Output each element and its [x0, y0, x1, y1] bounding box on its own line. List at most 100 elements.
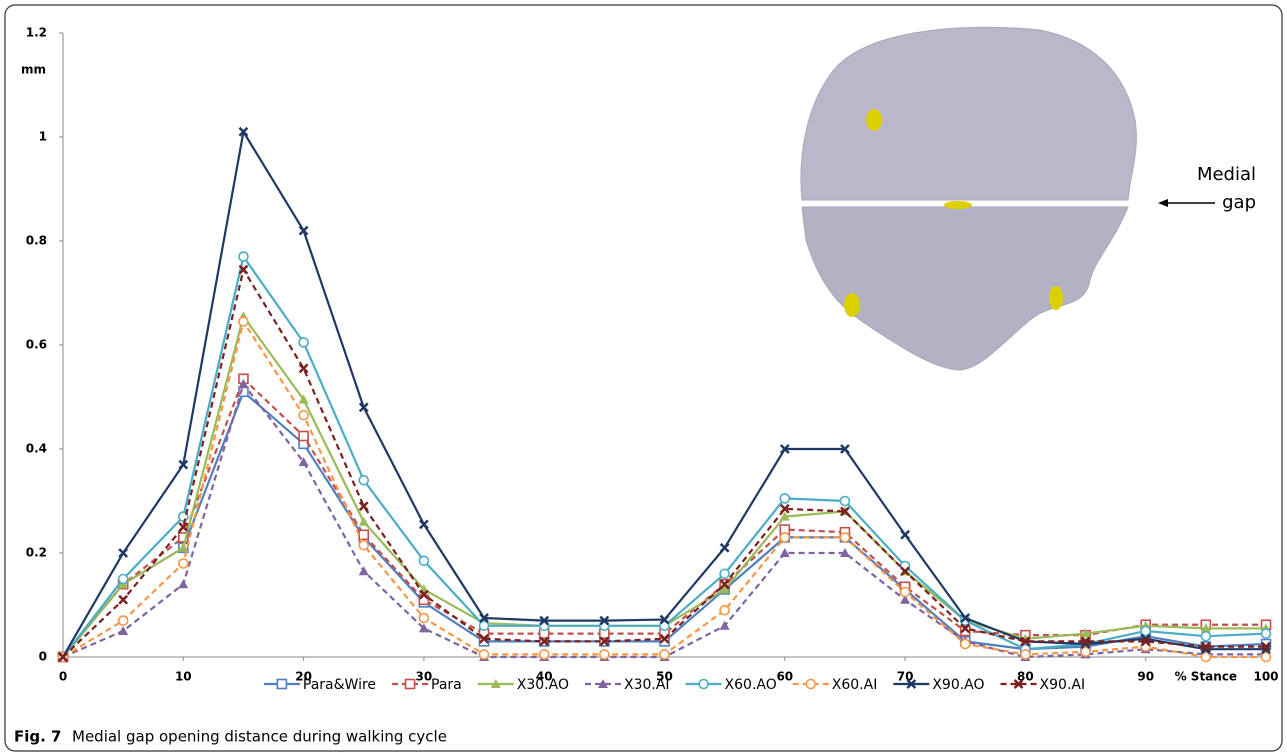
legend-item: X90.AI — [1000, 677, 1086, 693]
marker — [298, 225, 309, 236]
marker-shape — [490, 679, 501, 688]
marker-shape — [1200, 630, 1212, 642]
marker — [597, 679, 608, 688]
marker — [1080, 628, 1091, 638]
marker-shape — [418, 623, 429, 633]
marker — [238, 379, 249, 388]
marker — [839, 495, 851, 507]
marker-shape — [358, 501, 369, 512]
marker — [1140, 625, 1151, 637]
marker — [298, 363, 309, 374]
marker — [1020, 636, 1031, 647]
marker — [1020, 649, 1031, 660]
marker-shape — [1020, 649, 1031, 660]
marker — [1261, 641, 1271, 652]
marker — [840, 444, 850, 454]
marker — [1080, 636, 1091, 647]
marker-shape — [238, 379, 249, 388]
marker — [178, 542, 189, 552]
marker — [276, 678, 288, 690]
marker — [238, 251, 249, 262]
marker — [118, 626, 129, 635]
marker-shape — [659, 633, 670, 644]
marker — [1200, 641, 1211, 652]
legend-label: X90.AI — [1040, 677, 1086, 693]
marker — [599, 636, 610, 647]
marker — [900, 529, 910, 540]
marker — [178, 522, 189, 532]
marker — [599, 615, 610, 626]
legend-label: X30.AO — [517, 677, 569, 693]
caption-label: Fig. 7 — [14, 728, 61, 746]
marker — [358, 529, 370, 541]
x-tick-label: 0 — [59, 670, 67, 684]
marker — [178, 532, 189, 543]
screw — [866, 109, 882, 131]
marker-shape — [959, 625, 971, 637]
y-tick-label: 0.2 — [26, 546, 47, 560]
legend-label: X60.AI — [832, 677, 878, 693]
annotation: gap — [1222, 192, 1256, 213]
marker-shape — [779, 493, 791, 504]
marker-shape — [1013, 679, 1024, 689]
marker-shape — [118, 626, 129, 635]
marker — [538, 649, 550, 660]
marker-shape — [599, 615, 610, 626]
marker-shape — [1020, 636, 1031, 647]
marker-shape — [298, 409, 309, 421]
marker-shape — [358, 402, 369, 413]
marker — [418, 612, 430, 624]
y-tick-label: 0.8 — [26, 234, 47, 248]
marker-shape — [238, 316, 249, 327]
marker-shape — [719, 620, 730, 630]
marker-shape — [900, 566, 910, 577]
marker-shape — [900, 529, 910, 540]
x-tick-label: 70 — [897, 670, 914, 684]
marker — [490, 679, 501, 688]
marker — [840, 506, 850, 517]
marker-shape — [298, 225, 309, 236]
marker — [719, 620, 730, 630]
marker — [779, 532, 791, 543]
marker-shape — [960, 623, 971, 634]
marker-shape — [238, 264, 249, 275]
marker-shape — [478, 620, 490, 632]
marker-shape — [358, 516, 369, 526]
marker-shape — [779, 444, 790, 454]
marker — [358, 474, 370, 486]
marker — [659, 633, 670, 644]
marker-shape — [719, 584, 730, 594]
marker — [298, 457, 309, 466]
legend-label: X60.AO — [725, 677, 777, 693]
marker — [298, 430, 309, 442]
legend-item: X90.AO — [893, 677, 985, 693]
y-axis-label: mm — [21, 63, 46, 77]
legend-item: Para&Wire — [263, 677, 376, 693]
legend-label: X90.AO — [932, 677, 984, 693]
marker — [805, 678, 817, 690]
marker-shape — [538, 649, 550, 660]
marker-shape — [298, 363, 309, 374]
marker — [418, 555, 430, 567]
marker-shape — [1260, 651, 1272, 663]
x-tick-label: 40 — [536, 670, 553, 684]
y-tick-label: 0 — [39, 650, 47, 664]
marker-shape — [358, 529, 370, 541]
marker-shape — [358, 539, 370, 551]
marker-shape — [719, 568, 730, 580]
marker-shape — [178, 542, 189, 552]
marker-shape — [719, 542, 730, 553]
marker-shape — [178, 558, 189, 569]
screw — [1049, 286, 1063, 310]
knee-model: Medial gap — [800, 26, 1256, 371]
marker-shape — [1200, 651, 1212, 663]
marker — [117, 615, 129, 626]
marker-shape — [478, 649, 490, 660]
marker-shape — [178, 579, 189, 589]
marker-shape — [839, 532, 851, 543]
marker-shape — [1200, 641, 1211, 652]
series-line — [62, 266, 1266, 658]
marker-shape — [118, 594, 129, 605]
marker-shape — [1080, 646, 1091, 658]
marker — [1200, 623, 1211, 633]
